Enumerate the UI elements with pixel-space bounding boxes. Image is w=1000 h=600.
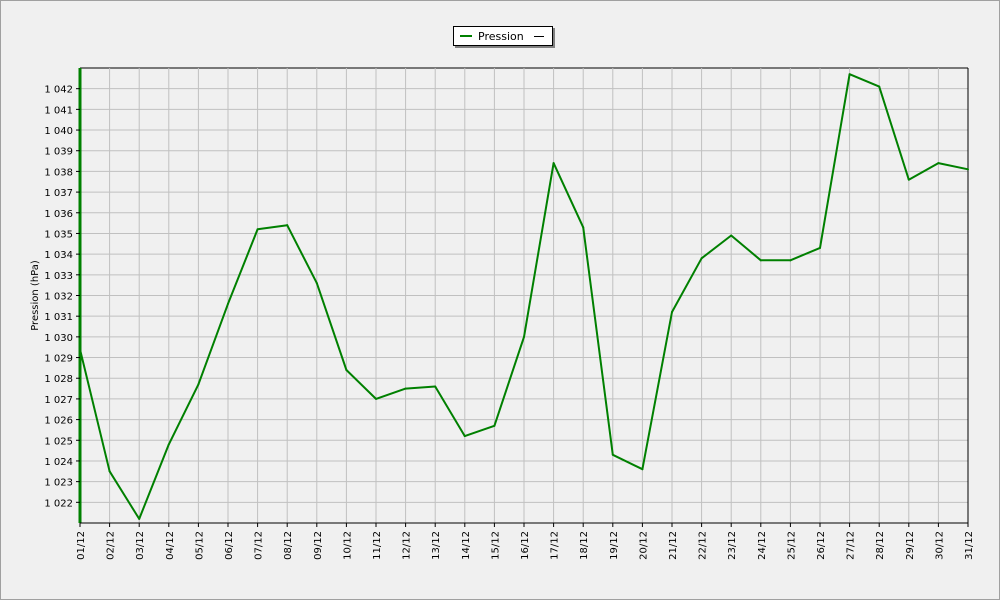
data-point: [256, 228, 259, 231]
y-tick-label: 1 029: [44, 354, 73, 365]
grid-lines: [79, 67, 969, 523]
y-tick-label: 1 027: [44, 395, 73, 406]
data-point: [375, 397, 377, 400]
legend-label-pression: Pression: [478, 29, 524, 43]
data-point: [315, 282, 318, 285]
data-point: [878, 85, 881, 88]
x-tick-label: 25/12: [786, 531, 797, 560]
y-tick-label: 1 039: [44, 147, 73, 158]
data-point: [463, 435, 466, 438]
y-tick-labels: 1 022 1 023 1 024 1 025 1 026 1 027 1 028 1 029…: [44, 85, 80, 509]
x-tick-label: 07/12: [254, 531, 265, 560]
x-tick-label: 09/12: [313, 531, 324, 560]
data-point: [138, 517, 141, 520]
x-tick-labels: 01/12 02/12 03/12 04/12 05/12 06/12 07/12 08/12…: [76, 523, 975, 560]
chart-legend: Pression: [453, 26, 553, 46]
data-point: [611, 453, 614, 456]
y-tick-label: 1 038: [44, 167, 73, 178]
data-point: [907, 178, 910, 181]
data-point: [493, 424, 496, 427]
data-point: [937, 162, 940, 165]
data-point: [167, 443, 170, 446]
data-point: [700, 257, 703, 260]
x-tick-label: 10/12: [342, 531, 353, 560]
x-tick-label: 12/12: [402, 531, 413, 560]
data-point: [671, 311, 673, 314]
data-point: [345, 368, 348, 371]
data-point: [523, 335, 525, 338]
data-point: [79, 348, 81, 351]
legend-swatch-pression: [460, 35, 472, 37]
x-tick-label: 22/12: [698, 531, 709, 560]
y-tick-label: 1 036: [44, 209, 73, 220]
x-tick-label: 19/12: [609, 531, 620, 560]
data-point: [789, 259, 792, 262]
y-tick-label: 1 025: [44, 436, 73, 447]
y-tick-label: 1 030: [44, 333, 73, 344]
y-tick-label: 1 033: [44, 271, 73, 282]
data-point: [197, 383, 200, 386]
data-point: [404, 387, 407, 390]
y-tick-label: 1 031: [44, 312, 73, 323]
x-tick-label: 08/12: [283, 531, 294, 560]
x-tick-label: 04/12: [165, 531, 176, 560]
x-tick-label: 11/12: [372, 531, 383, 560]
x-tick-label: 03/12: [135, 531, 146, 560]
data-point: [967, 168, 969, 171]
x-tick-label: 27/12: [846, 531, 857, 560]
x-tick-label: 13/12: [431, 531, 442, 560]
x-tick-label: 01/12: [76, 531, 87, 560]
series-group: [79, 73, 969, 520]
y-tick-label: 1 024: [44, 457, 73, 468]
x-tick-label: 02/12: [106, 531, 117, 560]
x-tick-label: 17/12: [550, 531, 561, 560]
data-point: [227, 302, 229, 305]
data-point: [819, 246, 821, 249]
x-tick-label: 24/12: [757, 531, 768, 560]
y-axis-label: Pression (hPa): [30, 260, 41, 331]
x-tick-label: 15/12: [490, 531, 501, 560]
data-point: [108, 470, 111, 473]
x-tick-label: 21/12: [668, 531, 679, 560]
x-tick-label: 28/12: [875, 531, 886, 560]
y-tick-label: 1 022: [44, 498, 73, 509]
y-tick-label: 1 037: [44, 188, 73, 199]
data-point: [582, 226, 585, 229]
x-tick-label: 05/12: [194, 531, 205, 560]
y-tick-label: 1 035: [44, 229, 73, 240]
x-tick-label: 06/12: [224, 531, 235, 560]
x-tick-label: 23/12: [727, 531, 738, 560]
x-tick-label: 20/12: [638, 531, 649, 560]
x-tick-label: 18/12: [579, 531, 590, 560]
legend-dash-icon: [533, 35, 544, 37]
y-tick-label: 1 023: [44, 478, 73, 489]
y-tick-label: 1 032: [44, 292, 73, 303]
x-tick-label: 16/12: [520, 531, 531, 560]
y-tick-label: 1 026: [44, 416, 73, 427]
data-point: [730, 234, 733, 237]
y-tick-label: 1 041: [44, 105, 73, 116]
data-point: [552, 162, 555, 165]
data-point: [286, 224, 289, 227]
x-tick-label: 31/12: [964, 531, 975, 560]
y-tick-label: 1 028: [44, 374, 73, 385]
data-point: [434, 385, 437, 388]
x-tick-label: 14/12: [461, 531, 472, 560]
x-tick-label: 26/12: [816, 531, 827, 560]
y-tick-label: 1 034: [44, 250, 73, 261]
data-point: [641, 468, 644, 471]
data-point: [848, 73, 851, 76]
data-point: [759, 259, 762, 262]
y-tick-label: 1 042: [44, 85, 73, 96]
x-tick-label: 29/12: [905, 531, 916, 560]
y-tick-label: 1 040: [44, 126, 73, 137]
x-tick-label: 30/12: [934, 531, 945, 560]
